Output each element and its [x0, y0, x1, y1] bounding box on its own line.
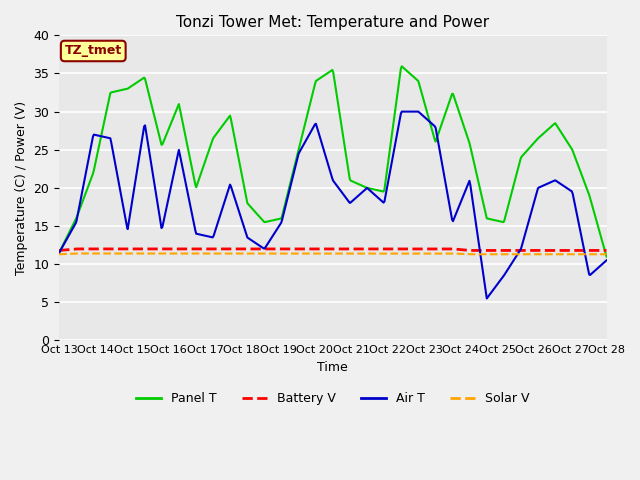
- Solar V: [379, 251, 387, 256]
- Solar V: [304, 251, 312, 256]
- Air T: [468, 195, 476, 201]
- Solar V: [197, 251, 205, 256]
- Title: Tonzi Tower Met: Temperature and Power: Tonzi Tower Met: Temperature and Power: [176, 15, 490, 30]
- Solar V: [422, 251, 429, 256]
- Battery V: [304, 246, 312, 252]
- Panel T: [422, 104, 429, 110]
- Panel T: [152, 120, 160, 126]
- Battery V: [197, 246, 205, 252]
- Panel T: [603, 253, 611, 259]
- Battery V: [379, 246, 387, 252]
- Line: Air T: Air T: [59, 112, 607, 299]
- Solar V: [55, 252, 63, 257]
- Battery V: [55, 248, 63, 253]
- Panel T: [55, 250, 63, 256]
- Solar V: [468, 252, 476, 257]
- Legend: Panel T, Battery V, Air T, Solar V: Panel T, Battery V, Air T, Solar V: [131, 387, 534, 410]
- Air T: [303, 136, 310, 142]
- Air T: [603, 257, 611, 263]
- Solar V: [73, 251, 81, 256]
- Panel T: [196, 174, 204, 180]
- Air T: [483, 296, 491, 301]
- Panel T: [468, 152, 476, 157]
- Air T: [422, 115, 429, 121]
- Solar V: [603, 252, 611, 257]
- Panel T: [398, 63, 406, 69]
- Line: Solar V: Solar V: [59, 253, 607, 254]
- Solar V: [153, 251, 161, 256]
- Battery V: [422, 246, 429, 252]
- Line: Battery V: Battery V: [59, 249, 607, 251]
- Panel T: [303, 114, 310, 120]
- Panel T: [378, 188, 385, 194]
- Battery V: [603, 248, 611, 253]
- Battery V: [468, 248, 476, 253]
- X-axis label: Time: Time: [317, 361, 348, 374]
- Battery V: [73, 246, 81, 252]
- Air T: [55, 250, 63, 256]
- Air T: [152, 191, 160, 197]
- Air T: [378, 198, 385, 204]
- Text: TZ_tmet: TZ_tmet: [65, 45, 122, 58]
- Air T: [196, 232, 204, 238]
- Y-axis label: Temperature (C) / Power (V): Temperature (C) / Power (V): [15, 101, 28, 275]
- Air T: [398, 109, 406, 115]
- Line: Panel T: Panel T: [59, 66, 607, 256]
- Battery V: [153, 246, 161, 252]
